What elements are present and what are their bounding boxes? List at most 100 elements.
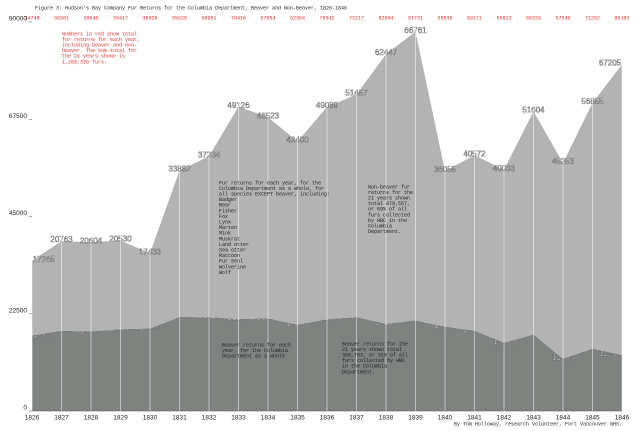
annotation: Fur Seal	[219, 259, 243, 265]
total-label: 34748	[24, 15, 39, 21]
total-label: 55812	[496, 15, 511, 21]
data-label: 42400	[286, 136, 309, 145]
data-label: 49126	[227, 101, 250, 110]
annotation: returns for the	[368, 190, 413, 196]
annotation: Non-beaver fur	[368, 184, 410, 190]
annotation: Lynx	[219, 220, 231, 226]
x-tick-label: 1834	[261, 415, 276, 422]
y-tick-label: 90000	[9, 16, 27, 23]
annotation: Wolf	[219, 270, 231, 276]
annotation: 21 years shown total	[342, 347, 402, 353]
annotation: Beaver returns for each	[222, 342, 291, 348]
annotation: Beaver returns for the	[342, 341, 408, 347]
annotation: Fox	[219, 214, 228, 220]
y-tick-label: 45000	[9, 210, 27, 217]
x-tick-label: 1846	[615, 415, 630, 422]
data-label: 12958	[599, 349, 622, 358]
data-label: 36055	[434, 165, 457, 174]
total-label: 55536	[437, 15, 452, 21]
annotation: year, for the Columbia	[222, 348, 288, 354]
total-label: 39301	[54, 15, 69, 21]
x-tick-label: 1826	[25, 415, 40, 422]
annotation: Department.	[368, 229, 401, 235]
total-label: 87731	[408, 15, 423, 21]
annotation: Columbia	[368, 224, 392, 230]
total-label: 67954	[260, 15, 275, 21]
annotation: Marten	[219, 225, 237, 231]
annotation: Land otter	[219, 242, 249, 248]
total-label: 73217	[349, 15, 364, 21]
x-tick-label: 1830	[143, 415, 158, 422]
annotation: or 69% of all	[368, 207, 407, 213]
data-label: 51457	[345, 89, 368, 98]
data-label: 17265	[33, 255, 56, 264]
total-label: 55628	[172, 15, 187, 21]
annotation: Fisher	[219, 208, 237, 214]
annotation: for returns for each year,	[62, 37, 140, 43]
data-label: 17433	[139, 247, 162, 256]
y-tick-label: 67500	[9, 113, 27, 120]
total-label: 70416	[231, 15, 246, 21]
data-label: 40033	[493, 164, 516, 173]
annotation: 21 years shown	[368, 196, 410, 202]
annotation: Bear	[219, 203, 231, 209]
x-tick-label: 1839	[408, 415, 423, 422]
x-tick-label: 1843	[526, 415, 541, 422]
annotation: Wolverine	[219, 264, 246, 270]
annotation: Mink	[219, 231, 231, 237]
annotation: the 21 years shown is	[62, 54, 125, 60]
data-label: 51604	[522, 105, 545, 114]
x-tick-label: 1838	[379, 415, 394, 422]
data-label: 56855	[581, 97, 604, 106]
data-label: 17483	[33, 330, 56, 339]
x-tick-label: 1827	[54, 415, 69, 422]
data-label: 49089	[316, 101, 339, 110]
annotation: Numbers in red show total	[62, 31, 137, 37]
data-label: 37234	[198, 150, 221, 159]
total-label: 59171	[467, 15, 482, 21]
annotation: 389,763, or 31% of all	[342, 353, 408, 359]
chart-title: Figure 3: Hudson's Bay Company Fur Retur…	[35, 5, 347, 11]
annotation: 1,269,320 furs.	[62, 59, 107, 65]
x-tick-label: 1836	[320, 415, 335, 422]
total-label: 57349	[555, 15, 570, 21]
data-label: 40572	[463, 149, 486, 158]
total-label: 71292	[585, 15, 600, 21]
total-label: 39040	[83, 15, 98, 21]
total-label: 82604	[378, 15, 393, 21]
annotation: Raccoon	[219, 253, 240, 259]
data-label: 20763	[50, 235, 73, 244]
y-tick-label: 0	[23, 405, 27, 412]
total-label: 39417	[113, 15, 128, 21]
total-label: 70342	[319, 15, 334, 21]
x-tick-label: 1844	[556, 415, 571, 422]
data-label: 62447	[375, 48, 398, 57]
x-tick-label: 1829	[113, 415, 128, 422]
x-tick-label: 1837	[349, 415, 364, 422]
annotation: furs collected	[368, 212, 410, 218]
total-label: 62364	[290, 15, 305, 21]
x-tick-label: 1841	[467, 415, 482, 422]
annotation: beaver. The sum total for	[62, 48, 137, 54]
x-tick-label: 1828	[84, 415, 99, 422]
x-tick-label: 1833	[231, 415, 246, 422]
y-tick-label: 22500	[9, 307, 27, 314]
annotation: Department as a whole	[222, 354, 285, 360]
data-label: 20604	[80, 236, 103, 245]
total-label: 80163	[614, 15, 629, 21]
x-tick-label: 1842	[497, 415, 512, 422]
x-tick-label: 1832	[202, 415, 217, 422]
data-label: 67205	[599, 59, 622, 68]
x-tick-label: 1831	[172, 415, 187, 422]
annotation: Badger	[219, 197, 237, 203]
credit: By Tom Holloway, research volunteer, For…	[454, 421, 622, 427]
x-tick-label: 1840	[438, 415, 453, 422]
annotation: Department.	[342, 369, 375, 375]
total-label: 36520	[142, 15, 157, 21]
annotation: including beaver and non-	[62, 43, 137, 49]
annotation: Columbia Department as a whole, for	[219, 186, 324, 192]
total-label: 58951	[201, 15, 216, 21]
annotation: furs collected by HBC	[342, 358, 405, 364]
data-label: 66761	[404, 26, 427, 35]
